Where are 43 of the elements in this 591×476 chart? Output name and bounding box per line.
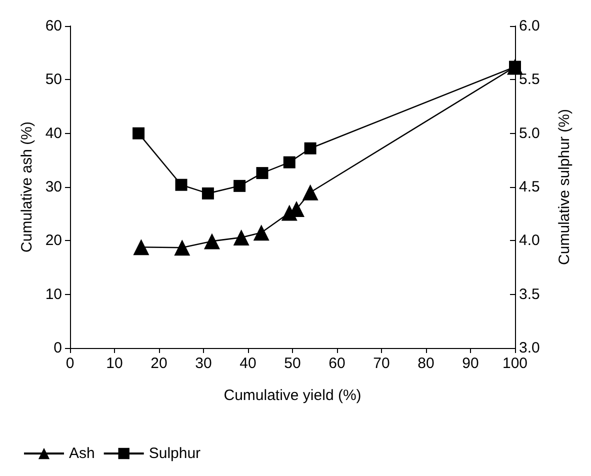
- y2-tick-label: 5.0: [519, 124, 540, 142]
- point: [175, 178, 188, 191]
- point: [133, 239, 150, 256]
- x-tick-label: 50: [284, 355, 301, 372]
- y2-tick-label: 4.5: [519, 178, 540, 196]
- y-tick-label: 10: [45, 286, 62, 303]
- y-axis-title: Cumulative ash (%): [18, 122, 36, 252]
- y-tick-label: 20: [45, 232, 62, 250]
- y-tick-label: 30: [45, 178, 62, 196]
- x-axis-title: Cumulative yield (%): [224, 387, 362, 404]
- point: [233, 229, 250, 246]
- point: [174, 240, 190, 256]
- legend-label: Sulphur: [148, 445, 201, 462]
- x-tick-label: 20: [150, 355, 168, 372]
- y-tick-label: 50: [45, 71, 62, 88]
- y2-tick-label: 3.0: [519, 340, 540, 356]
- y2-tick-label: 5.5: [519, 71, 540, 88]
- point: [202, 187, 214, 200]
- point: [302, 184, 318, 200]
- point: [256, 167, 268, 180]
- y2-tick-label: 6.0: [519, 18, 540, 34]
- x-tick-label: 0: [66, 355, 74, 372]
- legend-label: Ash: [69, 445, 95, 462]
- y-tick-label: 0: [54, 340, 62, 356]
- y2-tick-label: 3.5: [519, 286, 540, 303]
- x-tick-label: 40: [240, 355, 256, 372]
- y2-tick-label: 4.0: [519, 232, 540, 250]
- x-tick-label: 70: [373, 355, 390, 372]
- point: [283, 156, 296, 168]
- point: [132, 127, 145, 140]
- x-tick-label: 80: [418, 355, 434, 372]
- point: [253, 224, 270, 241]
- x-tick-label: 10: [106, 355, 123, 372]
- x-tick-label: 90: [462, 355, 479, 372]
- x-tick-label: 100: [502, 355, 528, 372]
- y-tick-label: 60: [45, 18, 62, 34]
- y2-axis-title: Cumulative sulphur (%): [556, 109, 573, 265]
- x-tick-label: 60: [328, 355, 346, 372]
- point: [204, 233, 220, 250]
- y-tick-label: 40: [45, 124, 62, 142]
- point: [234, 180, 246, 192]
- x-tick-label: 30: [195, 355, 212, 372]
- point: [304, 142, 316, 154]
